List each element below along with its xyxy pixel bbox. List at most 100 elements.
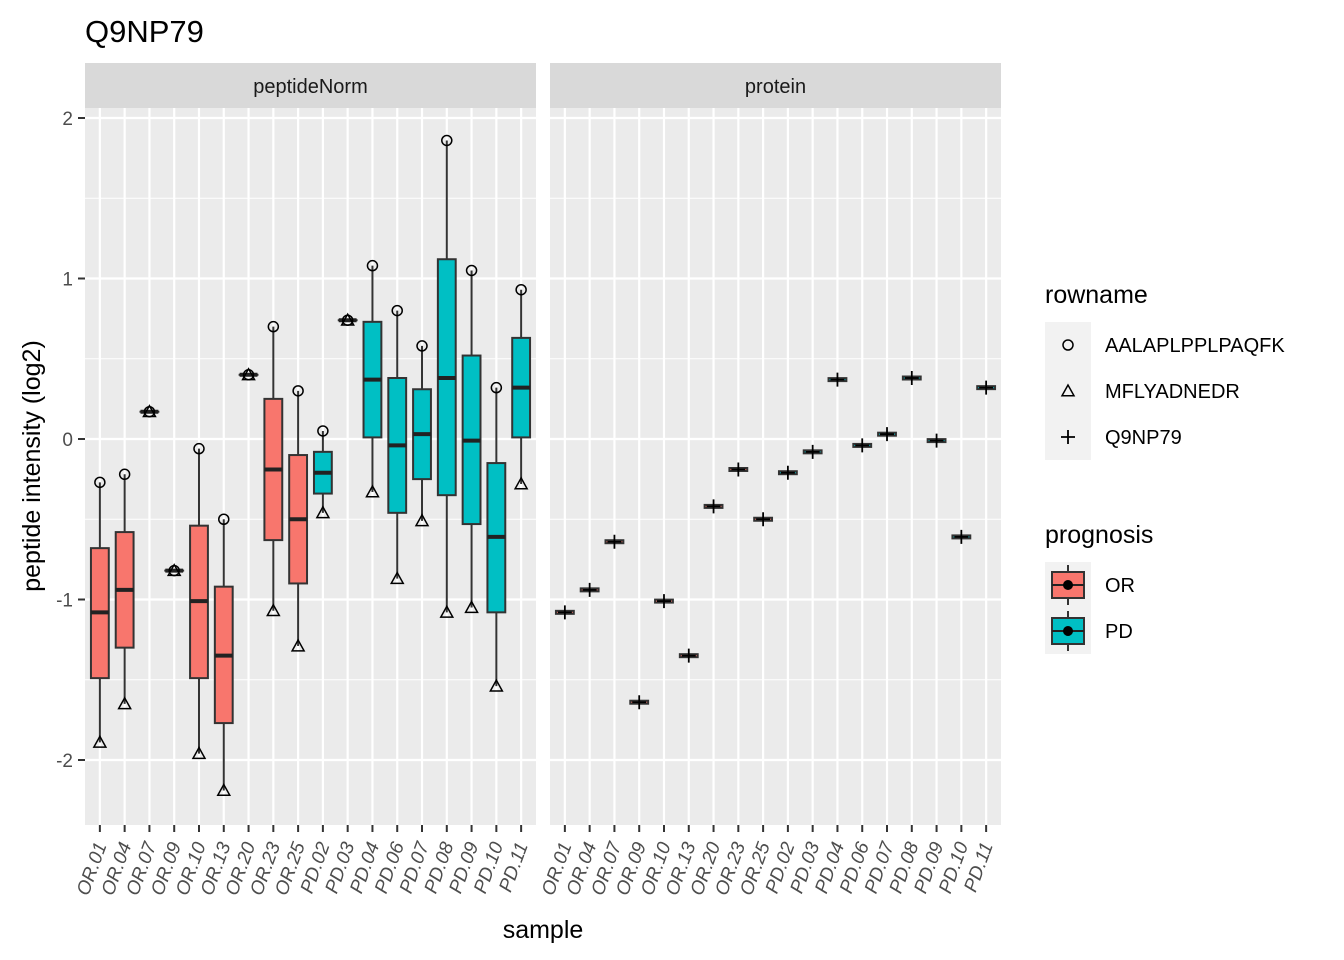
- point-MFLYADNEDR-PD.02: [315, 505, 331, 519]
- box-PD.08: [436, 140, 457, 613]
- box-OR.25: [288, 390, 309, 647]
- facet-label: protein: [745, 76, 806, 98]
- box-OR.10: [189, 448, 209, 754]
- point-AALAPLPPLPAQFK-OR.13: [218, 513, 230, 525]
- box-PD.04: [362, 265, 383, 492]
- legend-label: AALAPLPPLPAQFK: [1105, 335, 1285, 357]
- point-MFLYADNEDR-OR.04: [117, 696, 132, 710]
- y-tick-label: 1: [62, 270, 73, 291]
- facet-strip: [85, 63, 536, 108]
- point-Q9NP79-OR.23: [731, 462, 746, 477]
- legend-key-point: [1063, 580, 1073, 590]
- point-MFLYADNEDR-OR.20: [241, 367, 256, 381]
- legend-title-prognosis: prognosis: [1045, 521, 1153, 549]
- legend-label: OR: [1105, 575, 1135, 597]
- point-AALAPLPPLPAQFK-PD.10: [490, 381, 503, 394]
- point-Q9NP79-OR.13: [681, 648, 696, 663]
- panel-peptideNorm: peptideNorm OR.01OR.04OR.07OR.09OR.10OR.…: [73, 63, 536, 898]
- point-MFLYADNEDR-PD.11: [513, 476, 529, 490]
- legend-key-plus: [1061, 430, 1075, 444]
- point-AALAPLPPLPAQFK-PD.07: [416, 340, 428, 352]
- point-MFLYADNEDR-OR.10: [191, 746, 207, 760]
- box-PD.02: [312, 430, 333, 513]
- point-Q9NP79-OR.25: [756, 512, 771, 527]
- panel-grid: [550, 108, 1001, 825]
- x-axis-title: sample: [503, 916, 584, 944]
- point-Q9NP79-PD.04: [830, 372, 845, 387]
- point-MFLYADNEDR-OR.13: [216, 782, 232, 797]
- x-axis: OR.01OR.04OR.07OR.09OR.10OR.13OR.20OR.23…: [73, 825, 533, 898]
- y-tick-label: -2: [56, 751, 73, 772]
- point-Q9NP79-OR.10: [656, 594, 671, 609]
- box-PD.06: [387, 310, 408, 579]
- legend-key-triangle: [1060, 383, 1076, 397]
- point-Q9NP79-OR.04: [582, 582, 597, 597]
- point-MFLYADNEDR-PD.06: [389, 571, 405, 585]
- legend-key-bg: [1045, 322, 1091, 368]
- point-AALAPLPPLPAQFK-OR.04: [118, 468, 131, 481]
- point-Q9NP79-OR.20: [706, 499, 721, 514]
- point-AALAPLPPLPAQFK-OR.10: [193, 442, 205, 455]
- x-axis: OR.01OR.04OR.07OR.09OR.10OR.13OR.20OR.23…: [538, 825, 998, 898]
- point-AALAPLPPLPAQFK-PD.02: [317, 425, 329, 437]
- point-Q9NP79-PD.09: [929, 433, 944, 448]
- point-MFLYADNEDR-PD.10: [489, 678, 504, 692]
- chart-title: Q9NP79: [85, 14, 204, 49]
- point-MFLYADNEDR-OR.07: [142, 404, 157, 418]
- panel-marks: [89, 134, 532, 797]
- legend-label: Q9NP79: [1105, 427, 1182, 449]
- panel-background: [85, 108, 536, 825]
- legend-key-point: [1063, 626, 1073, 636]
- point-Q9NP79-OR.09: [632, 695, 647, 710]
- point-Q9NP79-PD.10: [954, 529, 969, 544]
- point-AALAPLPPLPAQFK-OR.23: [267, 320, 280, 333]
- point-AALAPLPPLPAQFK-PD.06: [391, 304, 403, 317]
- panel-background: [550, 108, 1001, 825]
- point-MFLYADNEDR-OR.25: [290, 638, 306, 652]
- point-AALAPLPPLPAQFK-OR.01: [94, 476, 106, 489]
- box-OR.04: [114, 474, 135, 704]
- point-MFLYADNEDR-OR.01: [92, 734, 108, 748]
- point-Q9NP79-PD.06: [855, 438, 870, 453]
- y-axis-title: peptide intensity (log2): [18, 340, 46, 592]
- point-Q9NP79-PD.08: [904, 371, 919, 386]
- point-MFLYADNEDR-PD.08: [439, 604, 455, 618]
- legends: rowname AALAPLPPLPAQFK MFLYADNEDR Q9NP79 pro…: [1045, 281, 1285, 654]
- box-PD.10: [486, 387, 507, 687]
- legend-label: MFLYADNEDR: [1105, 381, 1240, 403]
- box-OR.01: [89, 482, 110, 743]
- point-Q9NP79-PD.11: [979, 380, 994, 395]
- box-PD.09: [461, 270, 482, 608]
- point-AALAPLPPLPAQFK-OR.25: [292, 385, 304, 397]
- y-tick-label: 2: [62, 109, 73, 130]
- point-Q9NP79-PD.07: [880, 427, 895, 442]
- box-PD.07: [412, 345, 432, 521]
- point-AALAPLPPLPAQFK-PD.08: [441, 134, 453, 147]
- point-MFLYADNEDR-PD.03: [340, 312, 355, 326]
- point-MFLYADNEDR-OR.09: [166, 563, 182, 577]
- point-AALAPLPPLPAQFK-PD.04: [366, 259, 379, 272]
- point-Q9NP79-OR.01: [557, 605, 572, 620]
- legend-label: PD: [1105, 621, 1133, 643]
- y-tick-label: 0: [62, 430, 73, 451]
- box-OR.13: [213, 519, 234, 791]
- facet-label: peptideNorm: [253, 76, 368, 98]
- box-PD.11: [511, 289, 532, 484]
- panel-marks: [554, 371, 997, 710]
- box-OR.23: [263, 326, 284, 611]
- legend-title-rowname: rowname: [1045, 281, 1148, 309]
- point-MFLYADNEDR-PD.09: [464, 599, 479, 614]
- point-AALAPLPPLPAQFK-PD.09: [465, 264, 478, 277]
- panel-protein: protein OR.01OR.04OR.07OR.09OR.10OR.13OR…: [538, 63, 1001, 898]
- legend-key-bg: [1045, 368, 1091, 414]
- y-tick-label: -1: [56, 591, 73, 612]
- point-Q9NP79-PD.03: [805, 444, 820, 459]
- point-Q9NP79-OR.07: [607, 534, 622, 549]
- point-AALAPLPPLPAQFK-PD.11: [515, 283, 527, 296]
- point-MFLYADNEDR-PD.04: [365, 484, 380, 498]
- point-Q9NP79-PD.02: [780, 465, 795, 480]
- legend-key-circle: [1062, 339, 1074, 351]
- facet-strip: [550, 63, 1001, 108]
- point-MFLYADNEDR-PD.07: [414, 513, 430, 527]
